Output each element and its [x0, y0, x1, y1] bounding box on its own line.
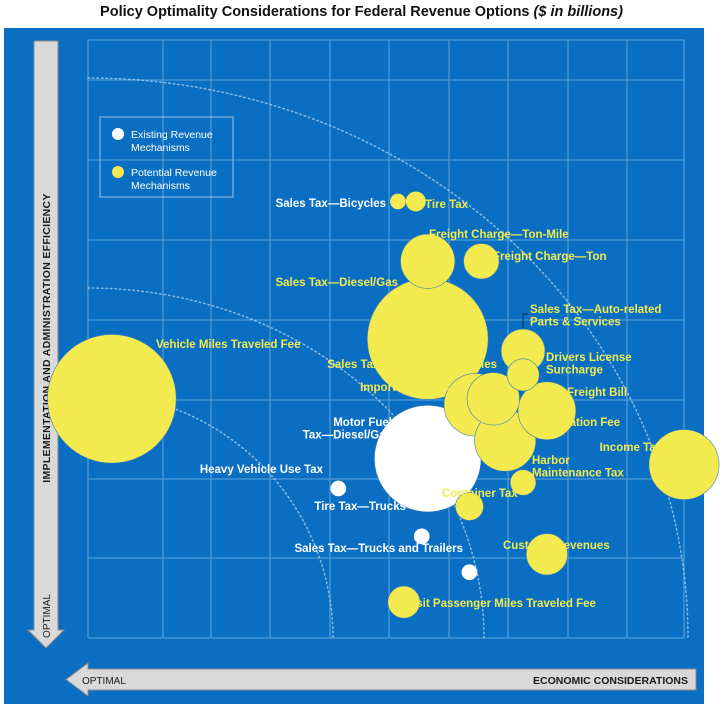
x-axis-arrow	[65, 662, 697, 697]
legend-label: Potential Revenue	[131, 167, 217, 179]
label-sales-tax-auto-related-parts-services: Sales Tax—Auto-related Parts & Services	[530, 304, 661, 329]
bubble-freight-bill[interactable]	[517, 381, 577, 441]
label-freight-charge-ton-mile: Freight Charge—Ton-Mile	[429, 229, 569, 241]
legend-swatch	[112, 128, 124, 140]
label-line: Motor Fuel	[333, 417, 392, 429]
label-sales-tax-bicycles: Sales Tax—Bicycles	[276, 198, 386, 210]
label-line: Tax—Diesel/Gas	[303, 430, 392, 442]
bubble-sales-tax-light-duty-vehicles[interactable]	[466, 372, 520, 426]
label-tire-tax: Tire Tax	[425, 199, 469, 211]
label-line: Freight Charge—Ton-Mile	[429, 229, 569, 241]
label-transit-passenger-miles-traveled-fee: Transit Passenger Miles Traveled Fee	[392, 598, 596, 610]
data-labels: Sales Tax—Bicycles Tire Tax Freight Charge…	[156, 198, 663, 610]
label-sales-tax-light-duty-vehicles: Sales Tax—Light Duty Vehicles	[327, 359, 497, 371]
label-line: Sales Tax—Trucks and Trailers	[294, 543, 463, 555]
label-sales-tax-diesel-gas: Sales Tax—Diesel/Gas	[275, 277, 398, 289]
bubble-container-tax[interactable]	[455, 492, 484, 521]
label-line: Sales Tax—Auto-related	[530, 304, 661, 316]
label-tire-tax-trucks: Tire Tax—Trucks	[314, 501, 406, 513]
axes: IMPLEMENTATION AND ADMINISTRATION EFFICI…	[26, 40, 697, 697]
label-customs-revenues: Customs Revenues	[503, 540, 610, 552]
label-line: Freight Charge—Ton	[493, 251, 607, 263]
chart-title: Policy Optimality Considerations for Fed…	[0, 4, 723, 20]
bubble-transit-passenger-miles-traveled-fee[interactable]	[387, 585, 421, 619]
legend-label: Mechanisms	[131, 180, 190, 192]
bubbles	[47, 191, 720, 619]
bubble-sales-tax-bicycles[interactable]	[390, 193, 406, 210]
label-line: Harbor	[532, 455, 570, 467]
bubble-tire-tax[interactable]	[405, 191, 426, 212]
label-motor-fuel-tax-diesel-gas: Motor Fuel Tax—Diesel/Gas	[303, 417, 392, 442]
y-axis-label: IMPLEMENTATION AND ADMINISTRATION EFFICI…	[41, 193, 53, 483]
bubble-freight-charge-ton-mile[interactable]	[400, 233, 456, 289]
y-optimal-label: OPTIMAL	[42, 594, 53, 638]
label-income-tax: Income Tax	[600, 442, 663, 454]
chart-title-text: Policy Optimality Considerations for Fed…	[100, 4, 530, 20]
legend-label: Mechanisms	[131, 142, 190, 154]
label-line: Imported Oil Tax	[360, 382, 450, 394]
label-line: Sales Tax—Light Duty Vehicles	[327, 359, 497, 371]
bubble-freight-charge-ton[interactable]	[463, 243, 500, 280]
label-line: Tire Tax	[425, 199, 469, 211]
label-registration-fee: Registration Fee	[530, 417, 620, 429]
label-line: Vehicle Miles Traveled Fee	[156, 339, 300, 351]
legend-label: Existing Revenue	[131, 129, 213, 141]
legend-frame	[99, 116, 234, 198]
label-line: Container Tax	[442, 488, 518, 500]
label-heavy-vehicle-use-tax: Heavy Vehicle Use Tax	[200, 464, 324, 476]
label-line: Surcharge	[546, 365, 603, 377]
optimality-arc	[87, 287, 485, 639]
label-line: Registration Fee	[530, 417, 620, 429]
label-line: Freight Bill	[567, 387, 627, 399]
bubble-drivers-license-surcharge[interactable]	[506, 358, 540, 392]
label-line: Sales Tax—Bicycles	[276, 198, 386, 210]
label-line: Drivers License	[546, 352, 632, 364]
y-axis-arrow	[26, 40, 66, 649]
bubble-sales-tax-trucks-and-trailers[interactable]	[461, 564, 478, 581]
label-vehicle-miles-traveled-fee: Vehicle Miles Traveled Fee	[156, 339, 300, 351]
label-freight-charge-ton: Freight Charge—Ton	[493, 251, 607, 263]
x-optimal-label: OPTIMAL	[82, 676, 126, 687]
label-line: Parts & Services	[530, 317, 621, 329]
label-drivers-license-surcharge: Drivers License Surcharge	[546, 352, 632, 377]
bubble-vehicle-miles-traveled-fee[interactable]	[47, 334, 177, 464]
label-line: Tire Tax—Trucks	[314, 501, 406, 513]
legend-swatch	[112, 166, 124, 178]
label-freight-bill: Freight Bill	[567, 387, 627, 399]
bubble-income-tax[interactable]	[648, 429, 720, 500]
x-axis-label: ECONOMIC CONSIDERATIONS	[533, 675, 688, 687]
label-sales-tax-trucks-and-trailers: Sales Tax—Trucks and Trailers	[294, 543, 463, 555]
chart-title-units: ($ in billions)	[533, 4, 623, 20]
optimality-arc	[87, 77, 689, 639]
label-line: Transit Passenger Miles Traveled Fee	[392, 598, 596, 610]
bubble-tire-tax-trucks[interactable]	[413, 528, 430, 545]
bubble-customs-revenues[interactable]	[525, 533, 568, 576]
label-imported-oil-tax: Imported Oil Tax	[360, 382, 450, 394]
label-container-tax: Container Tax	[442, 488, 518, 500]
label-line: Heavy Vehicle Use Tax	[200, 464, 324, 476]
label-line: Maintenance Tax	[532, 468, 624, 480]
label-line: Customs Revenues	[503, 540, 610, 552]
bubble-heavy-vehicle-use-tax[interactable]	[330, 480, 347, 497]
label-line: Sales Tax—Diesel/Gas	[275, 277, 398, 289]
bubble-harbor-maintenance-tax[interactable]	[509, 469, 537, 496]
label-line: Income Tax	[600, 442, 663, 454]
label-harbor-maintenance-tax: Harbor Maintenance Tax	[532, 455, 624, 480]
